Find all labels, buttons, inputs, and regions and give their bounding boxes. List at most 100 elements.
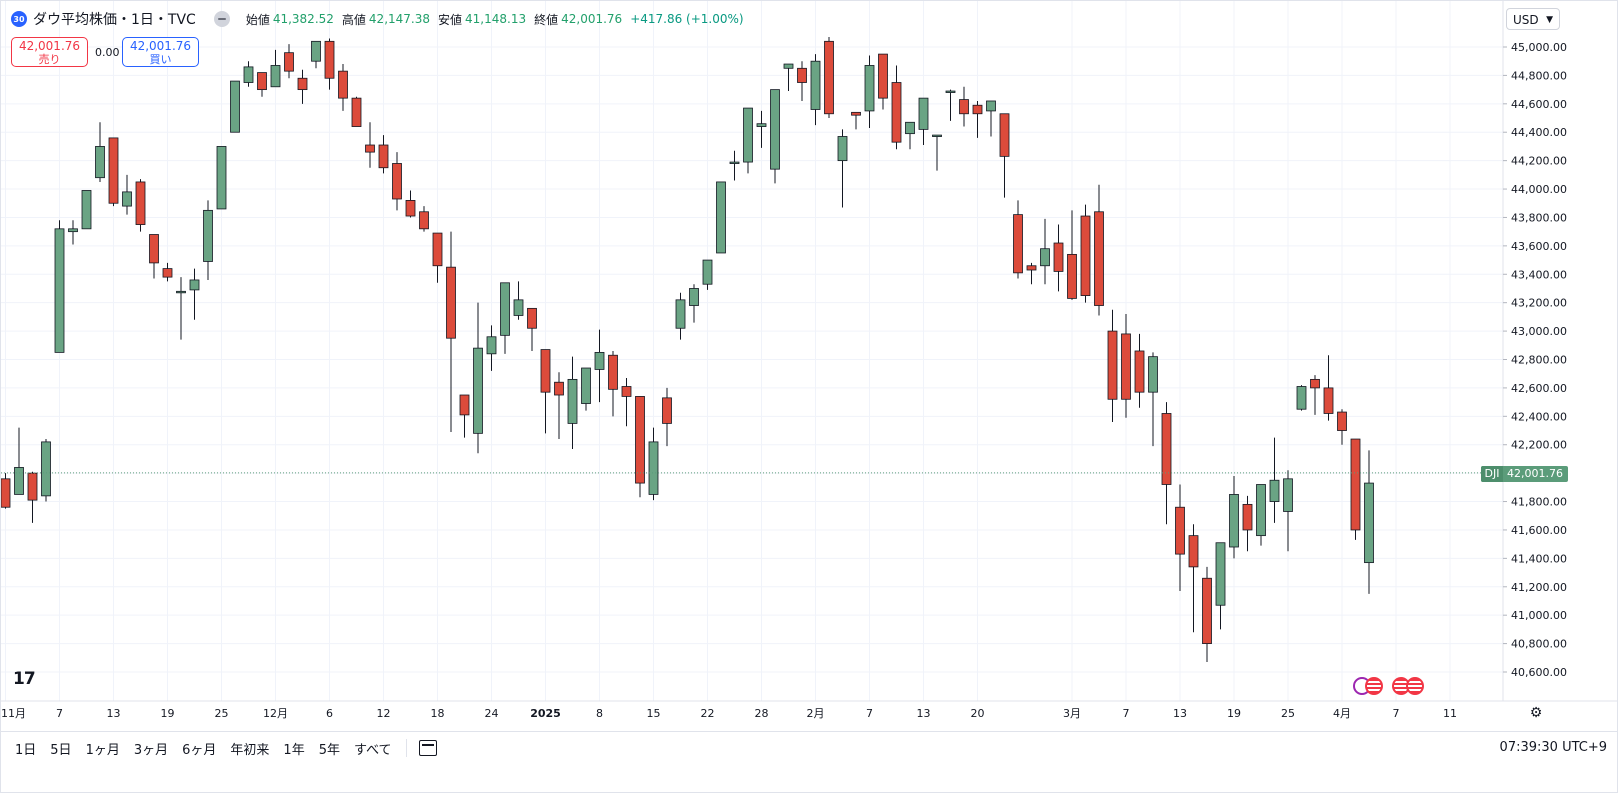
x-tick-label: 7	[56, 707, 63, 720]
candle-body	[81, 190, 92, 230]
candle-body	[27, 472, 38, 501]
x-tick-label: 20	[971, 707, 985, 720]
candle-body	[297, 77, 308, 91]
candle-body	[54, 228, 65, 353]
candle-body	[675, 299, 686, 329]
candle-body	[68, 228, 78, 233]
candle-body	[311, 40, 321, 62]
candle-body	[1026, 265, 1037, 271]
chart-legend: 30 ダウ平均株価・1日・TVC 始値 41,382.52 高値 42,147.…	[11, 9, 744, 29]
candle-body	[162, 268, 173, 278]
candle-body	[1107, 330, 1118, 400]
event-icons-2[interactable]	[1392, 677, 1424, 695]
x-tick-label: 22	[701, 707, 715, 720]
candle-body	[1202, 577, 1212, 644]
hide-legend-icon[interactable]	[213, 11, 230, 27]
candle-body	[932, 134, 942, 137]
candle-body	[1229, 494, 1239, 548]
y-tick-label: 43,400.00	[1511, 268, 1567, 281]
candle-body	[446, 266, 456, 339]
candle-body	[1161, 413, 1172, 485]
x-tick-label: 13	[1173, 707, 1187, 720]
candle-body	[756, 123, 767, 127]
y-tick-label: 42,200.00	[1511, 439, 1567, 452]
currency-select[interactable]: USD ▼	[1506, 8, 1560, 30]
candle-body	[392, 163, 402, 200]
range-5y[interactable]: 5年	[318, 742, 340, 758]
candle-body	[540, 349, 551, 393]
candle-body	[14, 467, 24, 495]
y-tick-label: 41,400.00	[1511, 552, 1567, 565]
range-1d[interactable]: 1日	[15, 742, 37, 758]
candle-body	[851, 111, 861, 116]
sell-label: 売り	[38, 53, 61, 66]
last-price-symbol: DJI	[1481, 466, 1503, 482]
range-ytd[interactable]: 年初来	[230, 742, 270, 758]
candle-body	[108, 137, 119, 204]
candle-body	[513, 299, 524, 316]
calendar-icon[interactable]	[418, 740, 437, 756]
candle-body	[1067, 253, 1077, 299]
x-tick-label: 25	[215, 707, 229, 720]
spread-value: 0.00	[95, 46, 120, 59]
range-6m[interactable]: 6ヶ月	[182, 742, 217, 758]
candle-body	[378, 144, 389, 169]
candle-body	[972, 104, 983, 115]
candle-body	[648, 441, 659, 495]
candle-body	[608, 354, 618, 390]
y-tick-label: 43,600.00	[1511, 240, 1567, 253]
candle-body	[351, 97, 362, 127]
candle-body	[864, 65, 875, 112]
candle-body	[770, 89, 780, 170]
chart-title[interactable]: ダウ平均株価・1日・TVC	[33, 12, 196, 28]
candle-body	[567, 378, 578, 424]
range-all[interactable]: すべて	[353, 742, 392, 758]
symbol-badge-icon[interactable]: 30	[11, 11, 27, 27]
candle-body	[1310, 378, 1320, 389]
candle-body	[149, 234, 159, 264]
y-tick-label: 42,400.00	[1511, 410, 1567, 423]
candle-body	[1364, 482, 1374, 564]
gear-icon[interactable]: ⚙	[1529, 705, 1543, 721]
candle-body	[945, 90, 956, 93]
divider	[1, 731, 1618, 732]
x-tick-label: 28	[755, 707, 769, 720]
candle-body	[1296, 386, 1307, 410]
low-label: 安値	[438, 12, 463, 27]
range-1y[interactable]: 1年	[283, 742, 305, 758]
tradingview-logo-icon[interactable]: 17	[13, 669, 36, 689]
divider	[405, 739, 407, 757]
candle-body	[284, 52, 294, 72]
candle-body	[270, 65, 281, 88]
price-chart[interactable]: 40,600.00 40,800.00 41,000.00 41,200.00 41,4…	[1, 1, 1618, 731]
range-1m[interactable]: 1ヶ月	[85, 742, 120, 758]
candle-body	[419, 211, 429, 230]
flag-event-icon[interactable]	[1406, 677, 1424, 695]
sell-price: 42,001.76	[18, 39, 81, 53]
y-tick-label: 41,200.00	[1511, 581, 1567, 594]
y-tick-label: 44,600.00	[1511, 98, 1567, 111]
candle-body	[405, 200, 416, 217]
candle-body	[999, 113, 1010, 157]
range-3m[interactable]: 3ヶ月	[133, 742, 169, 758]
candle-body	[1283, 478, 1293, 512]
buy-label: 買い	[149, 53, 172, 66]
sell-button[interactable]: 42,001.76 売り	[11, 37, 88, 67]
y-tick-label: 43,200.00	[1511, 297, 1567, 310]
buy-button[interactable]: 42,001.76 買い	[122, 37, 199, 67]
candle-body	[743, 107, 753, 163]
event-icons[interactable]	[1353, 677, 1383, 695]
buy-price: 42,001.76	[129, 39, 192, 53]
candle-body	[986, 100, 996, 112]
candle-series	[1, 37, 1374, 663]
range-5d[interactable]: 5日	[50, 742, 72, 758]
flag-event-icon[interactable]	[1365, 677, 1383, 695]
x-tick-label: 11	[1443, 707, 1457, 720]
candle-body	[1175, 506, 1185, 555]
candle-body	[230, 80, 240, 133]
clock[interactable]: 07:39:30 UTC+9	[1499, 740, 1607, 755]
candle-body	[1188, 535, 1199, 568]
x-tick-label: 2月	[807, 707, 825, 720]
x-tick-label: 12	[377, 707, 391, 720]
